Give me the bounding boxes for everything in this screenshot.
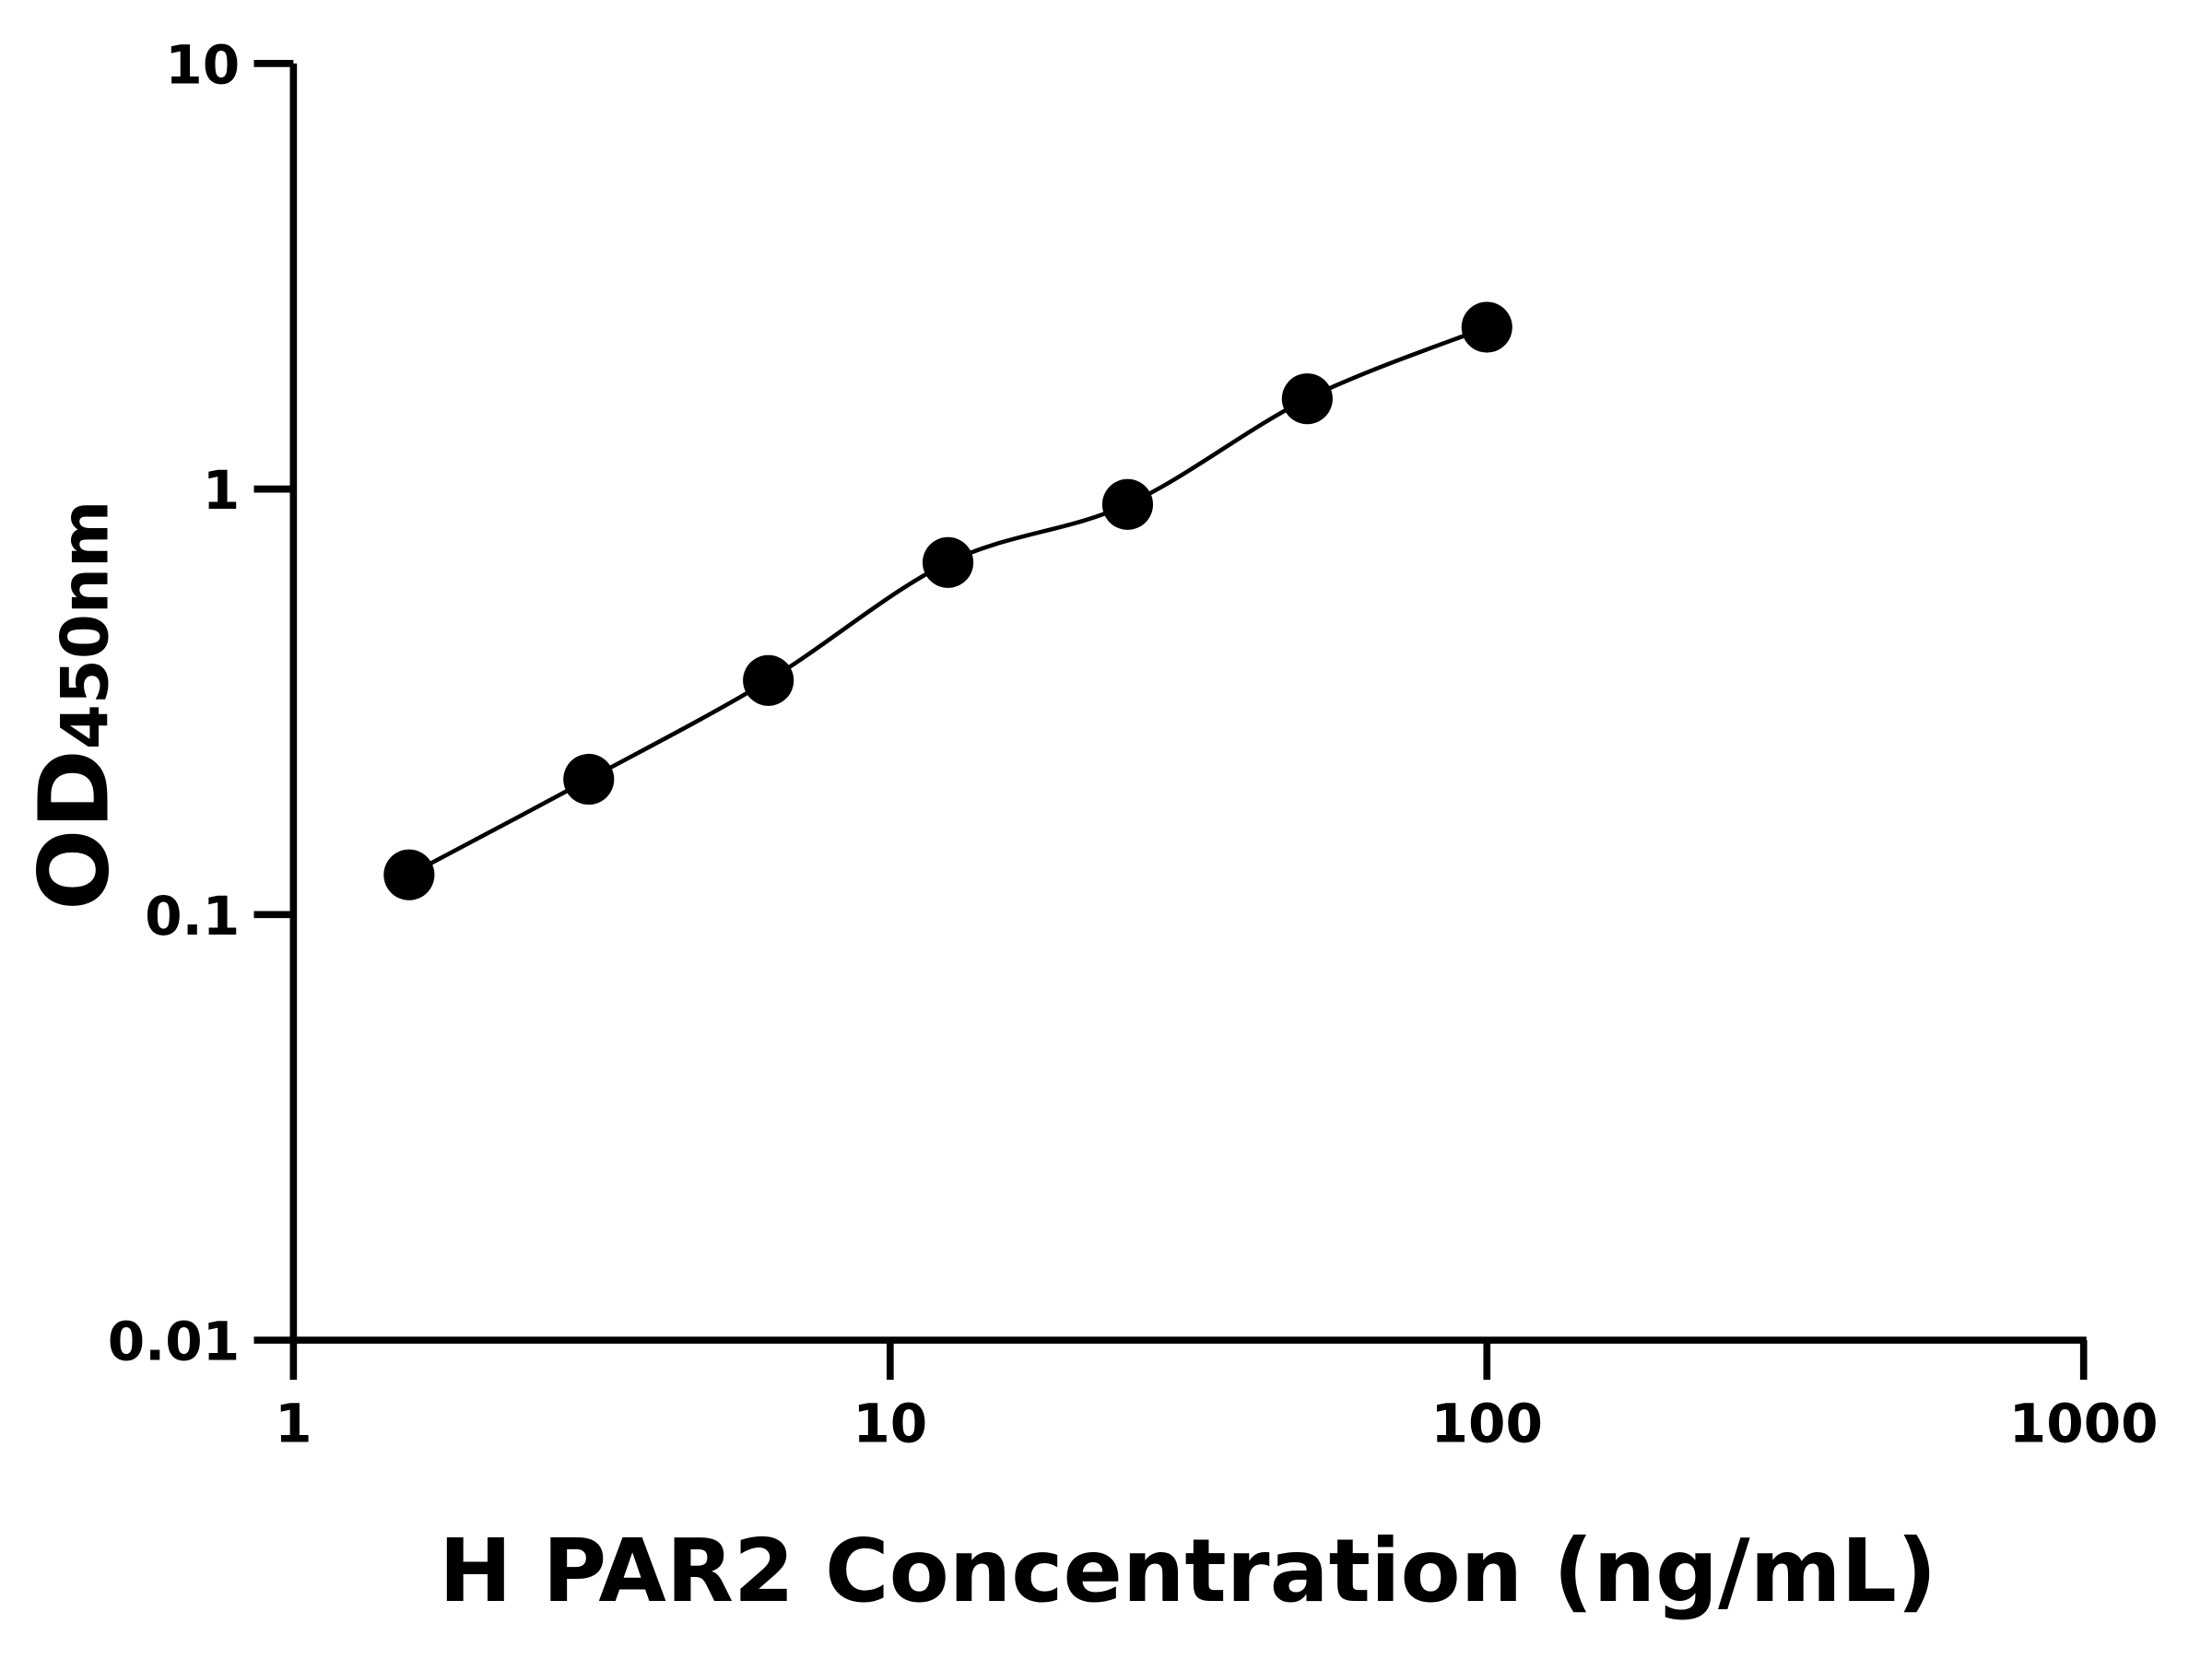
x-tick-label: 1 [275, 1392, 312, 1454]
data-point [383, 849, 435, 900]
data-point [1461, 301, 1512, 353]
y-axis-label-main: OD [18, 749, 130, 911]
data-point [1101, 478, 1154, 530]
y-tick-label: 10 [165, 33, 240, 96]
x-tick-label: 10 [853, 1392, 927, 1454]
x-tick-label: 100 [1431, 1392, 1543, 1454]
x-axis-label: H PAR2 Concentration (ng/mL) [439, 1521, 1936, 1622]
data-point [743, 654, 794, 706]
ticks: 1 10 100 1000 0.01 0.1 1 10 [108, 33, 2159, 1454]
y-tick-label: 0.01 [108, 1311, 241, 1373]
y-axis-label-sub: 450nm [47, 500, 123, 749]
axes [289, 63, 2087, 1344]
y-tick-label: 0.1 [145, 885, 240, 947]
y-tick-label: 1 [203, 459, 240, 522]
data-point [923, 536, 974, 588]
data-point [1281, 373, 1333, 425]
x-tick-label: 1000 [2009, 1392, 2159, 1454]
y-axis-label: OD450nm [18, 500, 130, 911]
data-point [563, 753, 615, 806]
data-points [383, 301, 1512, 900]
